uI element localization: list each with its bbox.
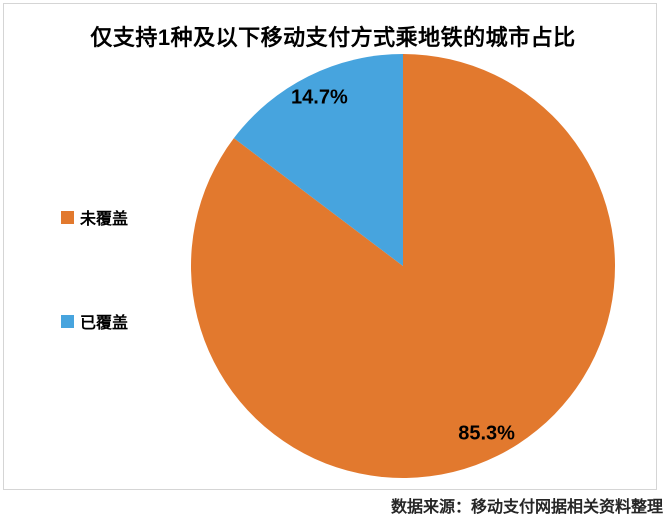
pie-data-label-未覆盖: 85.3% [458,422,515,444]
legend-label: 已覆盖 [80,315,129,332]
pie-slice-已覆盖 [233,54,403,266]
legend-label: 未覆盖 [80,211,129,228]
pie-data-label-已覆盖: 14.7% [291,86,348,108]
legend-swatch-orange-icon [61,210,74,224]
pie-slice-未覆盖 [191,54,616,479]
legend-item-not-covered: 未覆盖 [61,205,128,229]
data-source-note: 数据来源：移动支付网据相关资料整理 [390,499,663,516]
chart-title: 仅支持1种及以下移动支付方式乘地铁的城市占比 [90,25,576,50]
legend-item-covered: 已覆盖 [61,309,128,333]
legend-swatch-blue-icon [61,314,74,328]
